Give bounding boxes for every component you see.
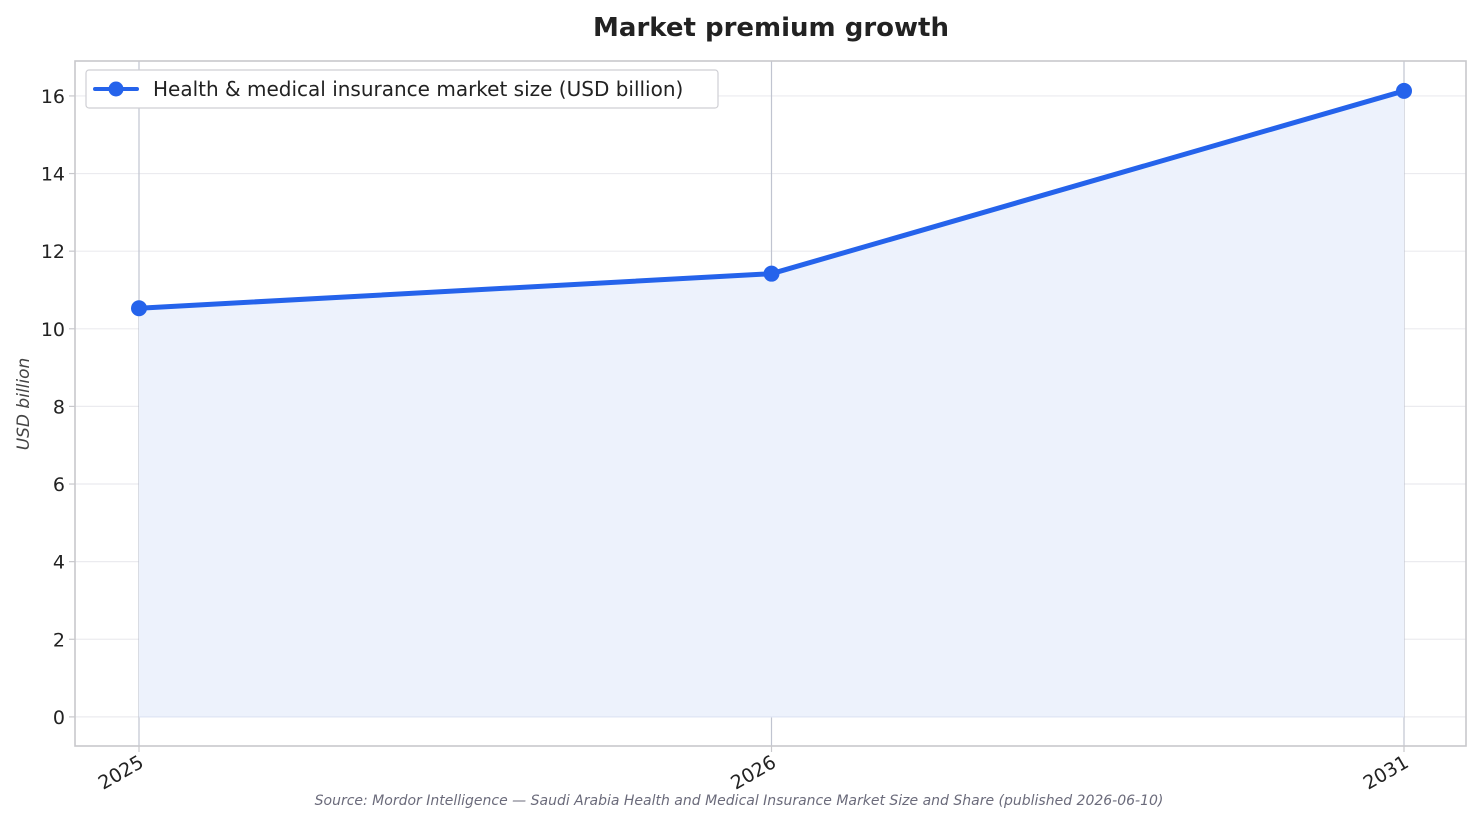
y-tick-label: 2 xyxy=(53,629,65,651)
data-point[interactable] xyxy=(131,300,147,317)
area-layer xyxy=(139,90,1404,718)
x-tick-label: 2026 xyxy=(727,751,780,794)
y-axis-label: USD billion xyxy=(14,358,34,451)
y-tick-label: 10 xyxy=(41,319,65,341)
data-point[interactable] xyxy=(763,265,780,282)
legend-swatch-marker xyxy=(108,81,124,97)
y-tick-label: 12 xyxy=(41,241,65,263)
data-point[interactable] xyxy=(1396,82,1412,99)
y-tick-label: 16 xyxy=(41,86,65,108)
y-tick-label: 6 xyxy=(53,474,65,496)
point-layer xyxy=(131,82,1412,317)
x-tick-label: 2025 xyxy=(95,751,148,794)
y-axis: 0 2 4 6 8 10 12 14 16 xyxy=(41,86,75,729)
x-axis: 2025 2026 2031 xyxy=(95,746,1413,795)
chart-title: Market premium growth xyxy=(593,13,949,43)
x-tick-label: 2031 xyxy=(1360,751,1413,794)
legend-label: Health & medical insurance market size (… xyxy=(153,77,683,101)
plot-frame xyxy=(74,60,1467,747)
y-tick-label: 0 xyxy=(53,707,65,729)
legend-box xyxy=(85,69,719,109)
y-tick-label: 14 xyxy=(41,164,65,186)
source-note: Source: Mordor Intelligence — Saudi Arab… xyxy=(315,793,1164,809)
y-tick-label: 8 xyxy=(53,396,65,418)
y-tick-label: 4 xyxy=(53,552,65,574)
area-fill xyxy=(139,90,1404,717)
legend: Health & medical insurance market size (… xyxy=(85,69,719,109)
